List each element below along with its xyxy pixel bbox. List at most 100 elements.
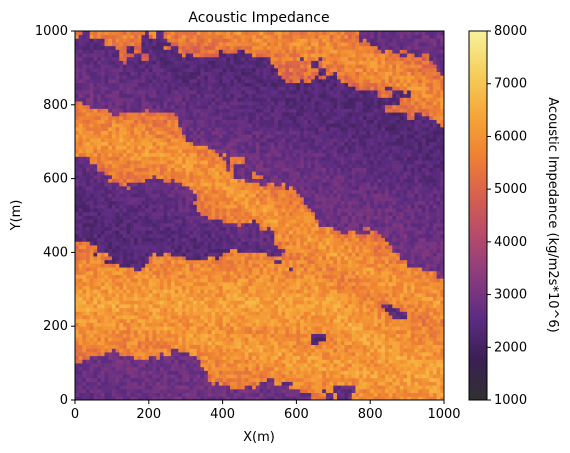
- heatmap-cell: [211, 101, 216, 106]
- heatmap-cell: [226, 215, 231, 220]
- heatmap-cell: [126, 248, 131, 253]
- heatmap-cell: [248, 97, 253, 102]
- heatmap-cell: [145, 104, 150, 109]
- heatmap-cell: [78, 174, 83, 179]
- heatmap-cell: [100, 149, 105, 154]
- heatmap-cell: [108, 75, 113, 80]
- heatmap-cell: [229, 322, 235, 327]
- heatmap-cell: [122, 178, 128, 183]
- heatmap-cell: [75, 278, 80, 283]
- heatmap-cell: [148, 278, 153, 283]
- heatmap-cell: [126, 326, 131, 331]
- heatmap-cell: [222, 134, 227, 139]
- heatmap-cell: [89, 252, 94, 257]
- heatmap-cell: [93, 197, 98, 202]
- heatmap-cell: [141, 363, 146, 368]
- heatmap-cell: [182, 318, 187, 323]
- heatmap-cell: [200, 392, 205, 397]
- heatmap-cell: [182, 256, 187, 261]
- heatmap-cell: [82, 374, 87, 379]
- heatmap-cell: [229, 200, 235, 205]
- heatmap-cell: [174, 289, 179, 294]
- heatmap-cell: [122, 149, 128, 154]
- heatmap-cell: [86, 163, 91, 168]
- heatmap-cell: [115, 392, 120, 397]
- heatmap-cell: [193, 245, 198, 250]
- heatmap-cell: [167, 71, 172, 76]
- heatmap-cell: [122, 71, 128, 76]
- heatmap-cell: [159, 233, 164, 239]
- heatmap-cell: [207, 31, 212, 36]
- heatmap-cell: [204, 248, 209, 253]
- heatmap-cell: [237, 167, 242, 172]
- heatmap-cell: [93, 259, 98, 264]
- heatmap-cell: [215, 200, 220, 205]
- heatmap-cell: [93, 278, 98, 283]
- heatmap-cell: [237, 230, 242, 235]
- heatmap-cell: [104, 86, 109, 91]
- heatmap-cell: [222, 108, 227, 113]
- heatmap-cell: [189, 311, 194, 316]
- heatmap-cell: [152, 267, 157, 272]
- heatmap-cell: [111, 300, 116, 305]
- heatmap-cell: [78, 396, 83, 401]
- heatmap-cell: [178, 396, 183, 401]
- heatmap-cell: [163, 256, 168, 261]
- heatmap-cell: [207, 115, 212, 120]
- heatmap-cell: [215, 348, 220, 353]
- heatmap-cell: [170, 226, 176, 231]
- heatmap-cell: [93, 359, 98, 364]
- heatmap-cell: [174, 274, 179, 279]
- heatmap-cell: [174, 300, 179, 305]
- heatmap-cell: [204, 388, 209, 394]
- heatmap-cell: [178, 38, 183, 43]
- heatmap-cell: [229, 381, 235, 386]
- heatmap-cell: [119, 329, 124, 334]
- heatmap-cell: [148, 315, 153, 320]
- heatmap-cell: [207, 78, 212, 84]
- heatmap-cell: [229, 263, 235, 268]
- heatmap-cell: [100, 31, 105, 36]
- heatmap-cell: [89, 259, 94, 264]
- heatmap-cell: [200, 315, 205, 320]
- heatmap-cell: [130, 219, 135, 224]
- heatmap-cell: [215, 156, 220, 161]
- heatmap-cell: [222, 289, 227, 294]
- heatmap-cell: [86, 296, 91, 301]
- heatmap-cell: [204, 270, 209, 275]
- heatmap-cell: [237, 78, 242, 84]
- heatmap-cell: [145, 252, 150, 257]
- heatmap-cell: [97, 31, 102, 36]
- heatmap-cell: [252, 197, 257, 202]
- heatmap-cell: [97, 329, 102, 334]
- heatmap-cell: [82, 304, 87, 309]
- heatmap-cell: [115, 185, 120, 191]
- heatmap-cell: [244, 318, 249, 323]
- heatmap-cell: [163, 104, 168, 109]
- heatmap-cell: [108, 130, 113, 135]
- heatmap-cell: [152, 344, 157, 349]
- heatmap-cell: [167, 304, 172, 309]
- heatmap-cell: [148, 359, 153, 364]
- heatmap-cell: [86, 197, 91, 202]
- heatmap-cell: [97, 374, 102, 379]
- heatmap-cell: [115, 245, 120, 250]
- heatmap-cell: [152, 145, 157, 150]
- heatmap-cell: [156, 182, 161, 187]
- heatmap-cell: [207, 333, 212, 338]
- heatmap-cell: [182, 296, 187, 301]
- heatmap-cell: [111, 204, 116, 209]
- heatmap-cell: [193, 189, 198, 194]
- heatmap-cell: [255, 64, 260, 69]
- heatmap-cell: [174, 126, 179, 132]
- heatmap-cell: [200, 53, 205, 58]
- heatmap-cell: [174, 45, 179, 50]
- heatmap-cell: [182, 167, 187, 172]
- heatmap-cell: [207, 222, 212, 227]
- heatmap-cell: [167, 160, 172, 165]
- heatmap-cell: [189, 86, 194, 91]
- heatmap-cell: [255, 138, 260, 143]
- heatmap-cell: [222, 374, 227, 379]
- heatmap-cell: [167, 222, 172, 227]
- heatmap-cell: [156, 222, 161, 227]
